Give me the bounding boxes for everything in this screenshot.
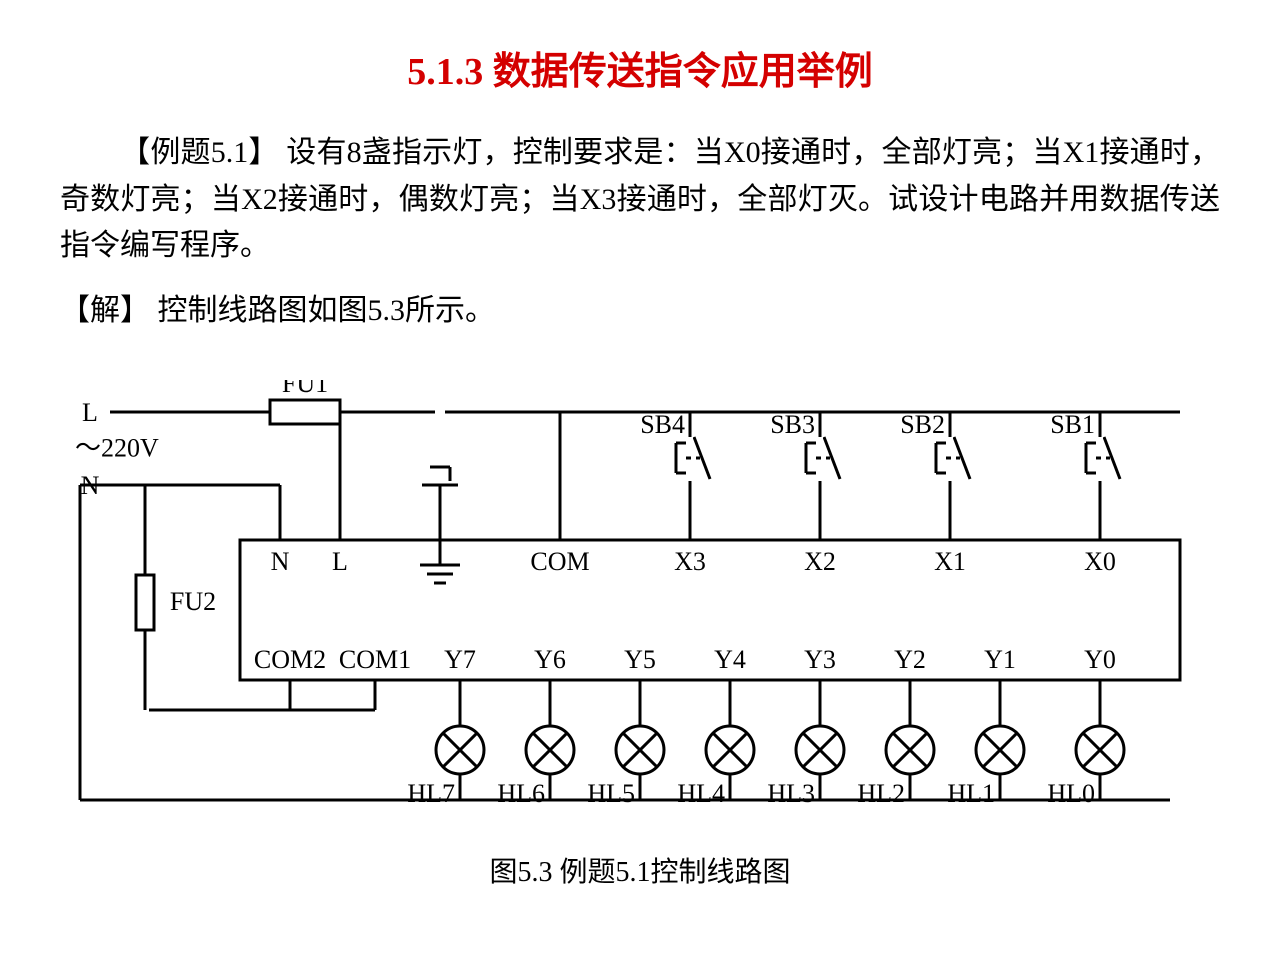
svg-text:Y0: Y0 [1084,645,1116,674]
svg-text:COM1: COM1 [339,645,411,674]
svg-text:SB2: SB2 [900,410,945,439]
svg-text:Y6: Y6 [534,645,566,674]
svg-text:HL7: HL7 [407,779,455,808]
svg-text:L: L [82,398,98,427]
svg-text:X1: X1 [934,547,966,576]
svg-text:HL2: HL2 [857,779,905,808]
svg-text:COM2: COM2 [254,645,326,674]
svg-text:HL3: HL3 [767,779,815,808]
svg-text:HL5: HL5 [587,779,635,808]
svg-text:～220V: ～220V [75,434,159,463]
svg-text:Y1: Y1 [984,645,1016,674]
svg-text:Y3: Y3 [804,645,836,674]
solution-text: 【解】 控制线路图如图5.3所示。 [0,270,1280,329]
svg-text:SB1: SB1 [1050,410,1095,439]
svg-text:HL4: HL4 [677,779,725,808]
svg-text:HL6: HL6 [497,779,545,808]
svg-text:Y2: Y2 [894,645,926,674]
section-title: 5.1.3 数据传送指令应用举例 [0,0,1280,95]
figure-caption: 图5.3 例题5.1控制线路图 [0,850,1280,890]
svg-text:FU1: FU1 [282,380,328,398]
problem-content: 【例题5.1】 设有8盏指示灯，控制要求是：当X0接通时，全部灯亮；当X1接通时… [60,136,1220,262]
svg-text:Y5: Y5 [624,645,656,674]
svg-text:FU2: FU2 [170,587,216,616]
circuit-diagram: LFU1～220VNNLCOMX3X2X1X0COM2COM1Y7Y6Y5Y4Y… [40,380,1240,820]
problem-text: 【例题5.1】 设有8盏指示灯，控制要求是：当X0接通时，全部灯亮；当X1接通时… [0,95,1280,270]
svg-text:HL0: HL0 [1047,779,1095,808]
svg-text:SB4: SB4 [640,410,685,439]
svg-text:N: N [271,547,290,576]
svg-text:Y4: Y4 [714,645,746,674]
svg-text:X3: X3 [674,547,706,576]
svg-text:X2: X2 [804,547,836,576]
svg-text:HL1: HL1 [947,779,995,808]
solution-content: 【解】 控制线路图如图5.3所示。 [60,294,495,327]
svg-text:SB3: SB3 [770,410,815,439]
svg-text:Y7: Y7 [444,645,476,674]
svg-text:X0: X0 [1084,547,1116,576]
svg-text:L: L [332,547,348,576]
svg-text:COM: COM [530,547,589,576]
